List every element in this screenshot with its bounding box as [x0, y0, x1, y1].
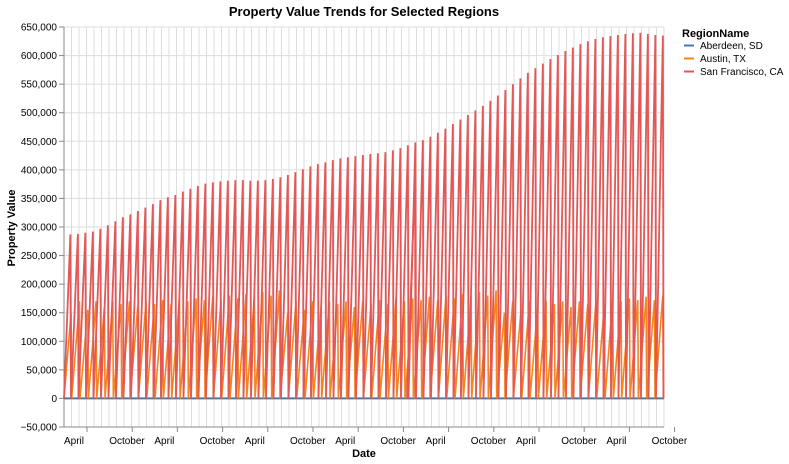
x-tick-label: October: [109, 436, 145, 447]
legend: RegionName Aberdeen, SD Austin, TX San Fra…: [682, 28, 784, 78]
y-axis: −50,000 0 50,000 100,000 150,000 200,000 250,0…: [21, 23, 65, 434]
y-tick-label: 500,000: [21, 108, 58, 119]
legend-entry: San Francisco, CA: [700, 67, 784, 78]
x-tick-label: April: [245, 436, 265, 447]
y-tick-label: 300,000: [21, 223, 58, 234]
x-tick-label: October: [561, 436, 597, 447]
y-tick-label: 650,000: [21, 23, 58, 34]
x-tick-label: October: [290, 436, 326, 447]
x-tick-label: April: [335, 436, 355, 447]
x-tick-label: April: [606, 436, 626, 447]
x-tick-label: April: [426, 436, 446, 447]
y-tick-label: 550,000: [21, 80, 58, 91]
x-tick-label: April: [64, 436, 84, 447]
x-tick-label: October: [200, 436, 236, 447]
y-tick-label: 600,000: [21, 51, 58, 62]
series-spike-san-francisco-ca: [406, 178, 417, 399]
x-tick-label: April: [154, 436, 174, 447]
y-tick-label: 400,000: [21, 165, 58, 176]
y-tick-label: 150,000: [21, 308, 58, 319]
y-tick-label: 100,000: [21, 337, 58, 348]
legend-entry: Austin, TX: [700, 54, 746, 65]
chart-title: Property Value Trends for Selected Regio…: [229, 4, 499, 19]
y-tick-label: 250,000: [21, 251, 58, 262]
y-tick-label: 0: [51, 394, 57, 405]
series-lines: [63, 32, 665, 400]
y-tick-label: 450,000: [21, 137, 58, 148]
y-tick-label: 350,000: [21, 194, 58, 205]
x-tick-label: April: [516, 436, 536, 447]
series-line-san-francisco-ca: [63, 32, 665, 399]
y-tick-label: 50,000: [26, 365, 57, 376]
x-tick-label: October: [471, 436, 507, 447]
y-axis-title: Property Value: [6, 189, 18, 266]
x-tick-label: October: [380, 436, 416, 447]
legend-entry: Aberdeen, SD: [700, 41, 763, 52]
legend-title: RegionName: [682, 28, 749, 40]
x-tick-label: October: [652, 436, 688, 447]
y-tick-label: 200,000: [21, 280, 58, 291]
y-tick-label: −50,000: [21, 423, 58, 434]
x-axis-title: Date: [352, 448, 376, 460]
x-axis: April October April October April October Apri…: [64, 426, 688, 447]
